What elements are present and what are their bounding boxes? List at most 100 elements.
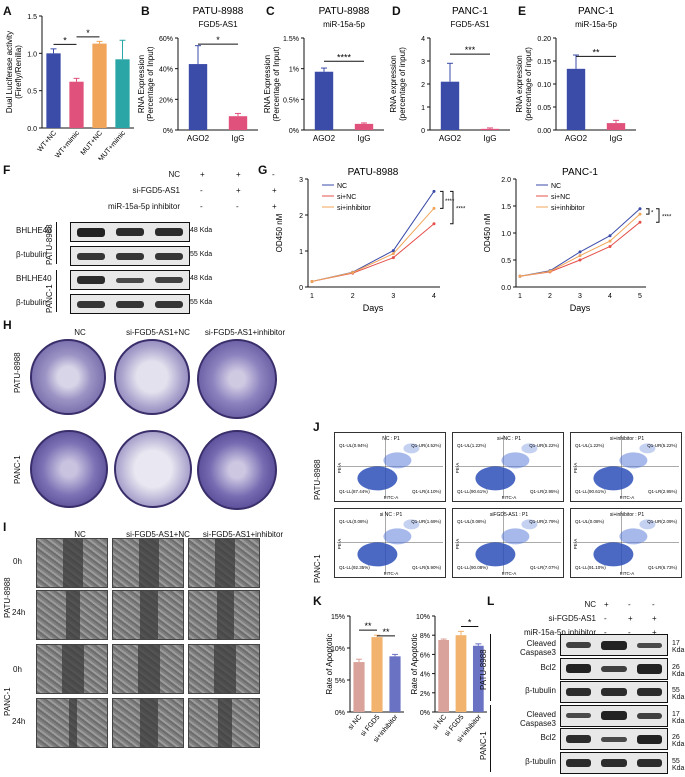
y-axis-label: PE-A [573, 539, 578, 550]
protein-label: BHLHE40 [16, 274, 52, 283]
i-col-inh: si-FGD5-AS1+inhibitor [202, 530, 284, 539]
flow-scatter: si+NC : P1 Q1-UL(1.22%) Q1-UR(5.22%) Q1-LL(… [455, 435, 561, 500]
kda-label: 17 Kda [672, 640, 685, 654]
blot-band [636, 642, 663, 648]
y-tick-label: 6% [420, 652, 430, 659]
wound-gap [214, 645, 236, 693]
f-sign: + [236, 186, 241, 195]
cell-cluster [593, 542, 634, 567]
colony-dish [197, 430, 277, 510]
l-sign: + [628, 614, 633, 623]
i-time: 0h [13, 665, 22, 674]
bar [440, 81, 460, 130]
colony-dish [30, 430, 108, 508]
significance-marker: ** [364, 621, 372, 631]
wound-image [36, 698, 108, 748]
blot-row [560, 751, 668, 774]
y-tick-label: 0% [335, 710, 345, 717]
wound-gap [62, 645, 84, 693]
bar [438, 640, 450, 712]
flow-title: si+inhibitor : P1 [610, 512, 645, 518]
l-sign: - [604, 614, 607, 623]
significance-marker: **** [662, 214, 672, 220]
data-point [518, 274, 522, 278]
y-tick-label: 0% [420, 710, 430, 717]
wound-image [36, 538, 108, 588]
significance-marker: * [63, 35, 67, 45]
y-tick-label: 0.10 [537, 82, 551, 89]
x-tick-label: 4 [608, 293, 612, 300]
x-axis-label: Days [570, 303, 591, 313]
y-tick-label: 2% [420, 691, 430, 698]
blot-band [601, 688, 627, 696]
blot-band [601, 711, 627, 720]
blot-band [115, 228, 145, 236]
protein-label: Cleaved Caspase3 [519, 709, 556, 728]
significance-bracket [656, 208, 660, 223]
i-col-nc: NC [74, 530, 86, 539]
y-tick-label: 1.5% [283, 36, 299, 43]
y-tick-label: 0.0 [501, 285, 511, 292]
cell-cluster [521, 519, 538, 530]
flow-scatter: si+inhibitor : P1 Q1-UL(1.22%) Q1-UR(5.22%… [573, 435, 679, 500]
flow-title: siFGD5-AS1 : P1 [490, 512, 529, 518]
quadrant-label: Q1-LL(90.61%) [575, 489, 606, 494]
bar [69, 81, 84, 128]
y-tick-label: 10% [416, 614, 430, 621]
data-point [432, 222, 436, 226]
l-sign: - [604, 628, 607, 637]
cell-cluster [475, 466, 516, 491]
panel-letter-l: L [487, 594, 495, 608]
data-point [391, 252, 395, 256]
y-tick-label: 3 [299, 177, 303, 184]
significance-bracket [440, 190, 444, 209]
flow-plot: si NC : P1 Q1-UL(0.08%) Q1-UR(1.69%) Q1-LL(… [334, 508, 446, 578]
x-axis-label: FITC-A [502, 571, 517, 576]
x-tick-label: WT+mimic [54, 129, 81, 159]
y-axis-label: RNA Expression [138, 55, 146, 113]
blot-band [601, 665, 627, 672]
quadrant-label: Q1-LR(2.95%) [530, 489, 560, 494]
bar [188, 64, 208, 130]
chart-subtitle: FGD5-AS1 [198, 20, 238, 29]
bar [480, 128, 500, 130]
quadrant-label: Q1-LR(4.10%) [412, 489, 442, 494]
blot-row [560, 657, 668, 680]
bar [606, 123, 626, 130]
chart-b: PATU-8988 FGD5-AS1 RNA Expression (Percenta… [138, 6, 258, 143]
series-line [519, 208, 641, 277]
data-point [578, 258, 582, 262]
data-point [608, 234, 612, 238]
y-axis-label: (percentage of input) [524, 47, 533, 121]
x-axis-label: FITC-A [502, 495, 517, 500]
x-tick-label: si NC [432, 714, 448, 732]
y-axis-label: Rate of Apoptotic [325, 634, 334, 695]
series-line [311, 223, 435, 282]
data-point [608, 245, 612, 248]
chart-subtitle: FGD5-AS1 [450, 20, 490, 29]
flow-plot: siFGD5-AS1 : P1 Q1-UL(0.08%) Q1-UR(2.79%) Q… [452, 508, 564, 578]
flow-title: si+NC : P1 [497, 436, 521, 442]
y-tick-label: 4 [421, 36, 425, 43]
flow-title: si+inhibitor : P1 [610, 436, 645, 442]
blot-band [155, 277, 184, 283]
cell-cluster [619, 452, 648, 469]
x-axis-label: FITC-A [384, 571, 399, 576]
wound-image [36, 644, 108, 694]
l-sign: + [652, 614, 657, 623]
y-tick-label: 0% [289, 128, 299, 135]
y-axis-label: Dual Luciferase activity [5, 31, 14, 113]
f-sign: - [272, 170, 275, 179]
chart-e: PANC-1 miR-15a-5p RNA expression (percentag… [516, 6, 636, 143]
f-sign: - [200, 202, 203, 211]
kda-label: 55 Kda [672, 687, 685, 701]
cell-cluster [619, 528, 648, 545]
significance-marker: ** [592, 47, 600, 57]
legend-label: si+inhibitor [551, 205, 585, 212]
significance-marker: **** [337, 52, 352, 62]
significance-marker: * [216, 35, 220, 45]
blot-band [115, 300, 145, 308]
y-tick-label: 0.20 [537, 36, 551, 43]
data-point [638, 212, 642, 216]
